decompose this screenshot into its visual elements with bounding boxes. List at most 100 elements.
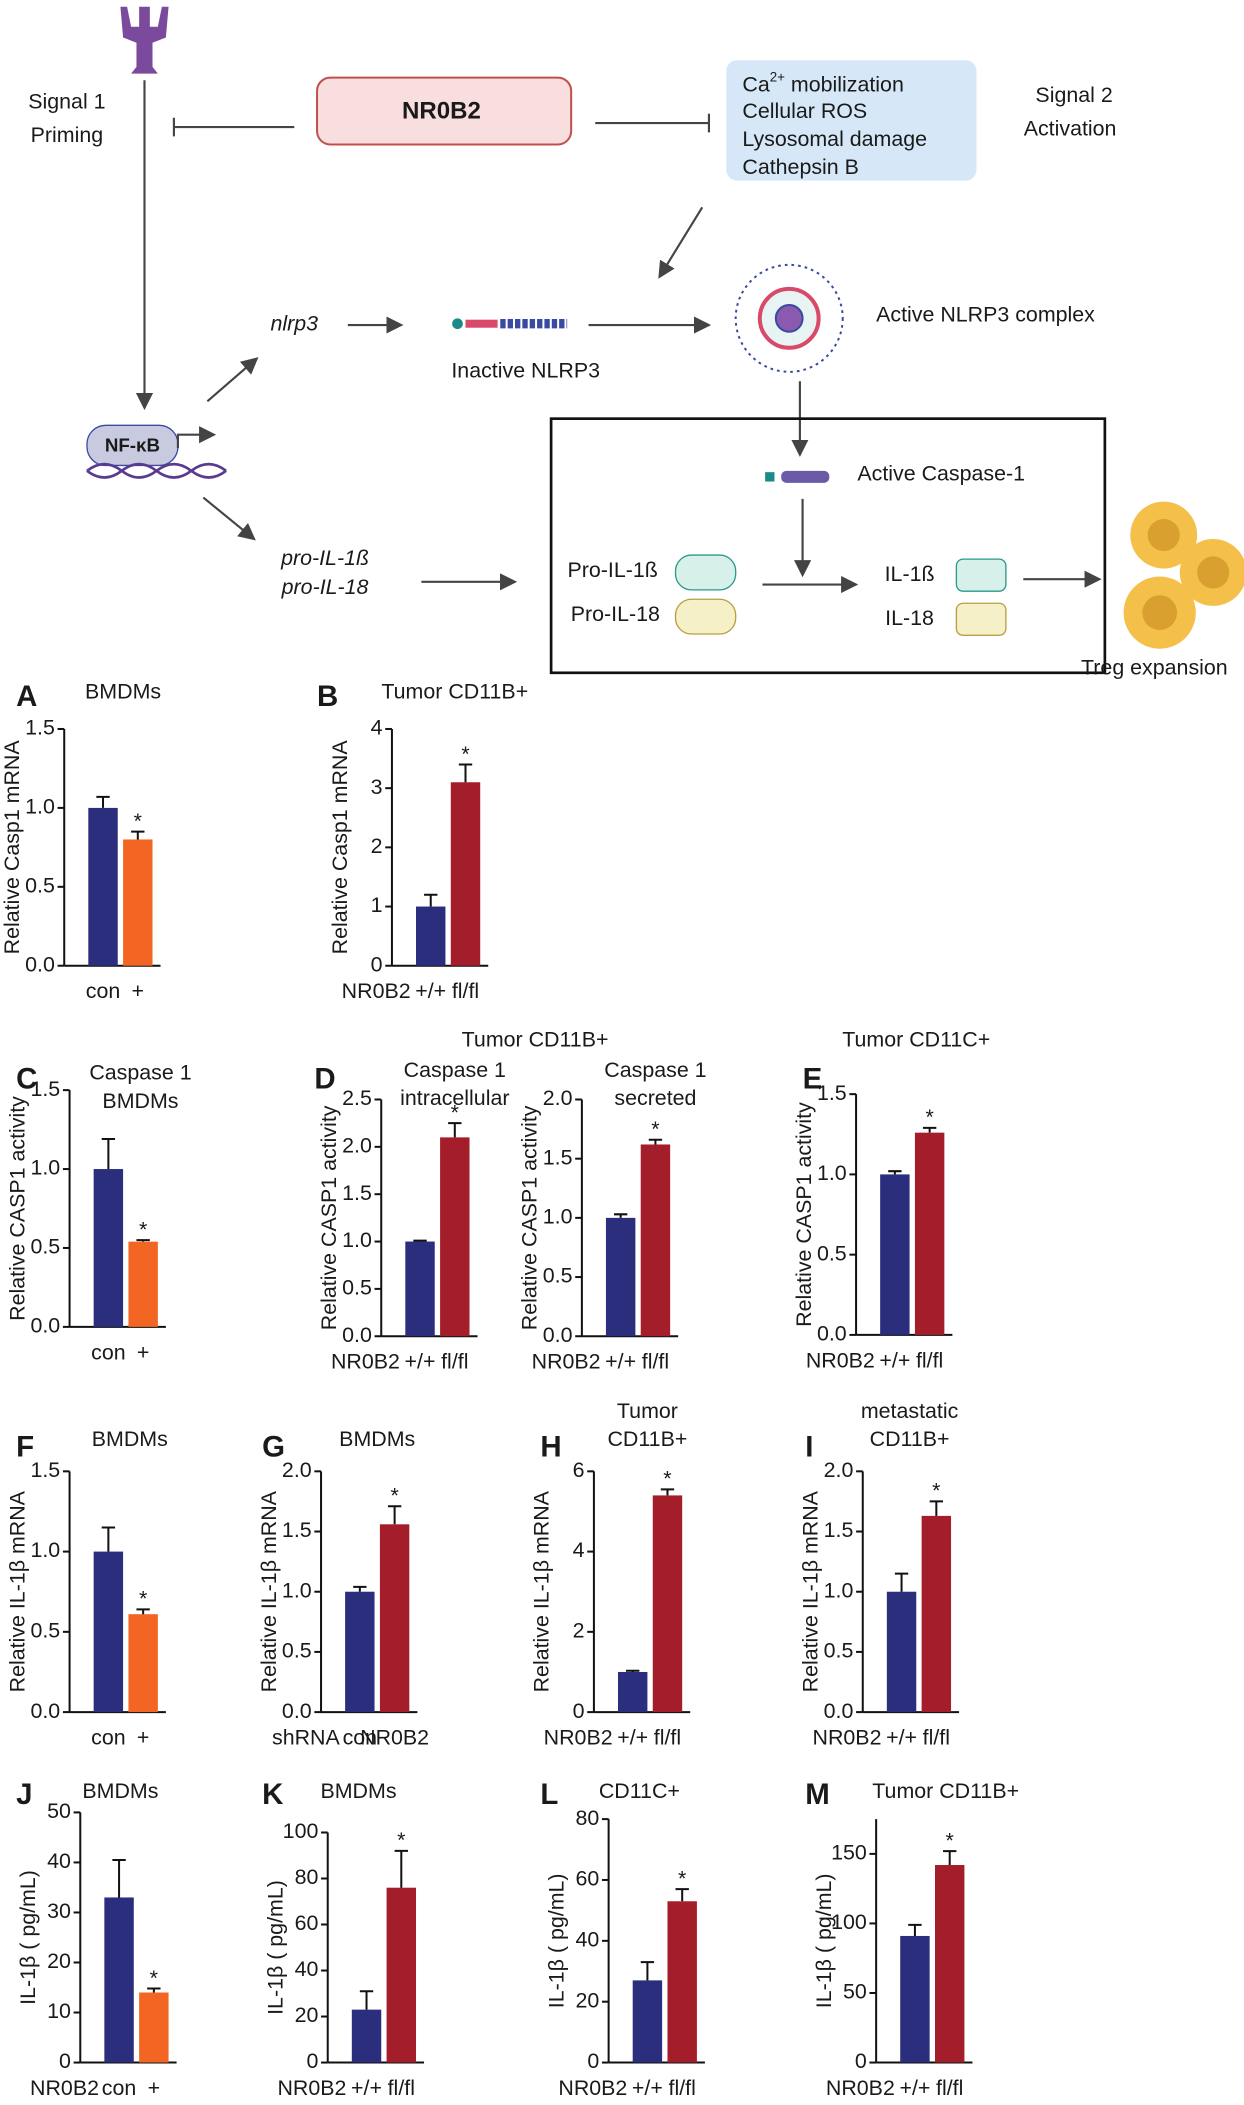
panel-letter: I	[805, 1430, 813, 1463]
label: mobilization	[785, 72, 904, 96]
y-tick-label: 2	[371, 834, 383, 858]
y-tick-label: 1.0	[824, 1578, 854, 1602]
pro-il18-icon	[674, 598, 737, 635]
x-tick-label: fl/fl	[936, 2076, 963, 2100]
y-tick-label: 2.0	[824, 1458, 854, 1482]
significance: *	[397, 1828, 405, 1852]
significance: *	[946, 1828, 954, 1852]
chart-title: CD11C+	[599, 1779, 680, 1803]
group-label: NR0B2	[806, 1348, 875, 1372]
y-tick-label: 10	[47, 1999, 71, 2023]
significance: *	[932, 1479, 940, 1503]
arrow	[202, 496, 256, 541]
pro-il1b-icon	[674, 554, 737, 591]
signal2-box	[726, 60, 977, 181]
x-tick-label: +	[132, 979, 145, 1003]
chart-subtitle: CD11B+	[870, 1427, 950, 1451]
error-bar	[922, 1126, 937, 1133]
y-tick-label: 0	[59, 2049, 71, 2073]
group-label: NR0B2	[342, 979, 411, 1003]
chart-title: Caspase 1	[404, 1058, 506, 1082]
y-tick-label: 0.0	[30, 1314, 60, 1338]
bar	[93, 1169, 124, 1327]
label: Active Caspase-1	[857, 461, 1025, 485]
group-label: NR0B2	[558, 2076, 627, 2100]
x-tick-label: fl/fl	[388, 2076, 415, 2100]
y-axis-label: IL-1β ( pg/mL)	[812, 1873, 836, 2008]
error-bar	[413, 1239, 427, 1242]
bar	[921, 1515, 952, 1713]
y-tick-label: 2	[573, 1619, 585, 1643]
diagram: Signal 1 Priming NR0B2 Ca2+ mobilization…	[28, 6, 1244, 679]
y-tick-label: 0	[573, 1699, 585, 1723]
significance: *	[678, 1866, 686, 1890]
x-tick-label: fl/fl	[923, 1726, 950, 1750]
bar	[440, 1137, 470, 1337]
label: Pro-IL-18	[571, 602, 660, 626]
y-tick-label: 100	[831, 1910, 867, 1934]
panel-letter: J	[16, 1778, 32, 1811]
bar	[914, 1132, 945, 1335]
y-tick-label: 0	[371, 952, 383, 976]
x-tick-label: +/+	[632, 2076, 663, 2100]
panel-letter: M	[805, 1778, 829, 1811]
error-bar	[908, 1923, 922, 1936]
x-tick-label: fl/fl	[452, 979, 479, 1003]
box	[549, 417, 1107, 675]
y-tick-label: 80	[575, 1806, 599, 1830]
panel-letter: A	[16, 680, 37, 713]
y-axis-label: IL-1β ( pg/mL)	[264, 1880, 288, 2015]
x-tick-label: +	[137, 1726, 150, 1750]
bar	[605, 1217, 636, 1337]
chart-title: Tumor CD11C+	[842, 1027, 990, 1051]
y-tick-label: 0.0	[817, 1322, 847, 1346]
error-bar	[424, 893, 438, 907]
y-tick-label: 2.0	[543, 1086, 573, 1110]
y-tick-label: 0.5	[824, 1639, 854, 1663]
y-tick-label: 100	[283, 1819, 319, 1843]
y-axis-label: Relative IL-1β mRNA	[257, 1490, 281, 1692]
error-bar	[894, 1572, 909, 1592]
il18-icon	[955, 602, 1007, 637]
x-tick-label: +/+	[899, 2076, 930, 2100]
group-title: Tumor CD11B+	[462, 1027, 609, 1051]
y-axis-label: IL-1β ( pg/mL)	[16, 1870, 40, 2005]
error-bar	[136, 1608, 150, 1615]
y-axis-label: Relative CASP1 activity	[5, 1096, 29, 1321]
y-tick-label: 1.0	[543, 1205, 573, 1229]
y-tick-label: 0.0	[282, 1699, 312, 1723]
error-bar	[147, 1987, 161, 1993]
bar	[351, 2009, 382, 2063]
label: nlrp3	[271, 312, 319, 336]
bar	[667, 1901, 697, 2063]
y-axis-label: IL-1β ( pg/mL)	[544, 1873, 568, 2008]
y-tick-label: 1	[371, 893, 383, 917]
x-tick-label: +	[148, 2076, 161, 2100]
error-bar	[613, 1213, 628, 1218]
label: Signal 2	[1035, 83, 1112, 107]
label: Signal 1	[28, 90, 105, 114]
y-tick-label: 40	[47, 1849, 71, 1873]
x-tick-label: fl/fl	[441, 1350, 468, 1374]
x-tick-label: +/+	[886, 1726, 917, 1750]
y-tick-label: 4	[371, 716, 383, 740]
chart-title: BMDMs	[339, 1427, 415, 1451]
chart-title: metastatic	[861, 1399, 959, 1423]
x-tick-label: fl/fl	[642, 1350, 669, 1374]
y-tick-label: 0	[306, 2049, 318, 2073]
error-bar	[96, 795, 110, 808]
panel-letter: G	[262, 1430, 285, 1463]
label: pro-IL-1ß	[280, 546, 369, 570]
panel-letter: F	[16, 1430, 34, 1463]
bar	[379, 1524, 410, 1713]
y-tick-label: 1.5	[282, 1518, 312, 1542]
y-tick-label: 40	[575, 1927, 599, 1951]
bar	[617, 1671, 648, 1713]
label: Activation	[1024, 116, 1117, 140]
y-tick-label: 6	[573, 1458, 585, 1482]
panel-letter: L	[540, 1778, 558, 1811]
chart-title: BMDMs	[92, 1427, 168, 1451]
chart-subtitle: intracellular	[400, 1086, 509, 1110]
error-bar	[101, 1526, 116, 1552]
